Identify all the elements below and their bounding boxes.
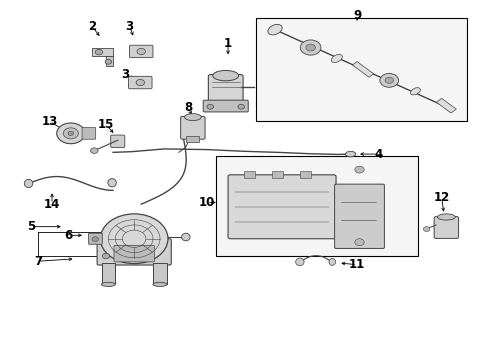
FancyBboxPatch shape [129,45,153,58]
Bar [256,18,467,121]
Circle shape [100,214,168,264]
Circle shape [137,48,145,55]
Ellipse shape [410,88,420,95]
FancyBboxPatch shape [208,75,243,104]
Ellipse shape [295,258,304,266]
Text: 5: 5 [27,220,35,233]
Circle shape [423,227,429,231]
FancyBboxPatch shape [114,245,154,262]
Circle shape [305,44,315,51]
Ellipse shape [108,179,116,187]
Polygon shape [352,62,373,77]
Text: 12: 12 [433,191,449,204]
Circle shape [300,40,320,55]
Ellipse shape [212,71,238,81]
Text: 13: 13 [41,115,58,128]
Text: 15: 15 [98,118,114,131]
Text: 10: 10 [199,196,215,209]
Bar [271,171,283,178]
Text: 11: 11 [348,258,365,271]
FancyBboxPatch shape [88,233,102,244]
Bar [102,263,115,284]
Ellipse shape [24,179,33,188]
Text: 3: 3 [121,68,129,81]
Circle shape [68,131,74,135]
FancyBboxPatch shape [110,135,124,148]
Circle shape [136,80,144,86]
Ellipse shape [328,258,335,265]
Text: 6: 6 [64,229,72,242]
FancyBboxPatch shape [128,76,152,89]
Ellipse shape [101,282,115,287]
Text: 3: 3 [125,20,133,33]
Text: 9: 9 [352,9,361,22]
Polygon shape [435,98,455,113]
Circle shape [354,239,364,246]
Polygon shape [106,56,113,66]
Circle shape [95,49,102,55]
Circle shape [354,166,364,173]
Circle shape [92,237,98,242]
FancyBboxPatch shape [227,175,335,239]
Ellipse shape [437,214,454,220]
Circle shape [90,148,98,153]
Text: 7: 7 [34,255,42,268]
Circle shape [384,77,393,84]
Circle shape [63,128,78,139]
Ellipse shape [184,114,201,121]
Circle shape [206,104,213,109]
FancyBboxPatch shape [97,239,171,265]
Text: 14: 14 [44,198,60,211]
Circle shape [238,104,244,109]
Bar [186,136,199,142]
FancyBboxPatch shape [82,127,96,139]
Ellipse shape [267,24,282,35]
Circle shape [57,123,85,144]
Text: 8: 8 [183,101,192,114]
Circle shape [379,73,398,87]
FancyBboxPatch shape [203,100,248,112]
Ellipse shape [181,233,190,241]
Bar [299,171,310,178]
Text: 2: 2 [88,20,96,33]
Polygon shape [92,48,113,56]
Ellipse shape [345,151,355,157]
Circle shape [102,253,109,259]
FancyBboxPatch shape [433,217,458,238]
Ellipse shape [153,282,167,287]
Text: 1: 1 [224,37,232,50]
Bar [243,171,254,178]
Text: 4: 4 [373,148,382,161]
FancyBboxPatch shape [180,116,204,139]
Bar [153,263,166,284]
Ellipse shape [331,54,342,63]
Circle shape [105,59,111,64]
Bar [216,156,417,256]
FancyBboxPatch shape [334,184,384,248]
